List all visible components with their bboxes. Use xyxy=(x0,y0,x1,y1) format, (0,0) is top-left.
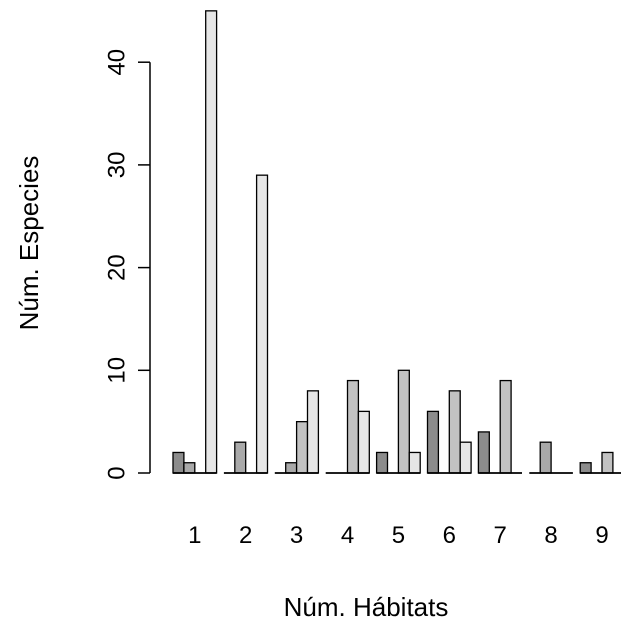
bar-4-s3 xyxy=(346,379,360,474)
x-tick-label-5: 5 xyxy=(392,522,405,549)
bar-1-s4 xyxy=(205,10,218,474)
bar-1-s2 xyxy=(183,462,196,474)
bar-7-s3 xyxy=(499,379,512,474)
y-tick-label-40: 40 xyxy=(104,49,131,76)
bar-1-s1 xyxy=(172,451,185,474)
x-tick-label-3: 3 xyxy=(290,522,303,549)
x-tick-label-7: 7 xyxy=(494,522,507,549)
bars-group xyxy=(172,10,621,474)
bar-9-s1 xyxy=(579,462,592,474)
y-tick-label-10: 10 xyxy=(104,357,131,384)
bar-8-s2 xyxy=(539,441,552,474)
bar-3-s3 xyxy=(295,420,309,474)
y-tick-label-0: 0 xyxy=(104,466,131,479)
x-tick-label-6: 6 xyxy=(443,522,456,549)
bar-4-s4 xyxy=(357,410,370,474)
bar-2-s4 xyxy=(255,174,269,474)
x-tick-labels: 1 2 3 4 5 6 7 8 9 xyxy=(188,522,609,549)
x-tick-label-2: 2 xyxy=(239,522,252,549)
y-axis-title: Núm. Especies xyxy=(14,156,44,331)
bar-3-s4 xyxy=(306,390,320,474)
y-tick-label-30: 30 xyxy=(104,152,131,179)
bar-7-s1 xyxy=(477,431,490,474)
bar-6-s3 xyxy=(448,390,461,474)
bar-6-s4 xyxy=(459,441,472,474)
x-tick-label-9: 9 xyxy=(595,522,608,549)
x-tick-label-1: 1 xyxy=(188,522,201,549)
bar-5-s1 xyxy=(375,451,389,474)
bar-5-s4 xyxy=(408,451,421,474)
bar-6-s1 xyxy=(426,410,440,474)
bar-5-s3 xyxy=(397,369,410,474)
x-tick-label-8: 8 xyxy=(544,522,557,549)
y-tick-label-20: 20 xyxy=(104,254,131,281)
bar-9-s3 xyxy=(601,451,614,474)
x-tick-label-4: 4 xyxy=(341,522,354,549)
y-axis: 0 10 20 30 40 xyxy=(104,49,151,480)
bar-3-s2 xyxy=(285,462,298,474)
bar-2-s2 xyxy=(234,441,247,474)
x-axis-title: Núm. Hábitats xyxy=(284,592,449,622)
